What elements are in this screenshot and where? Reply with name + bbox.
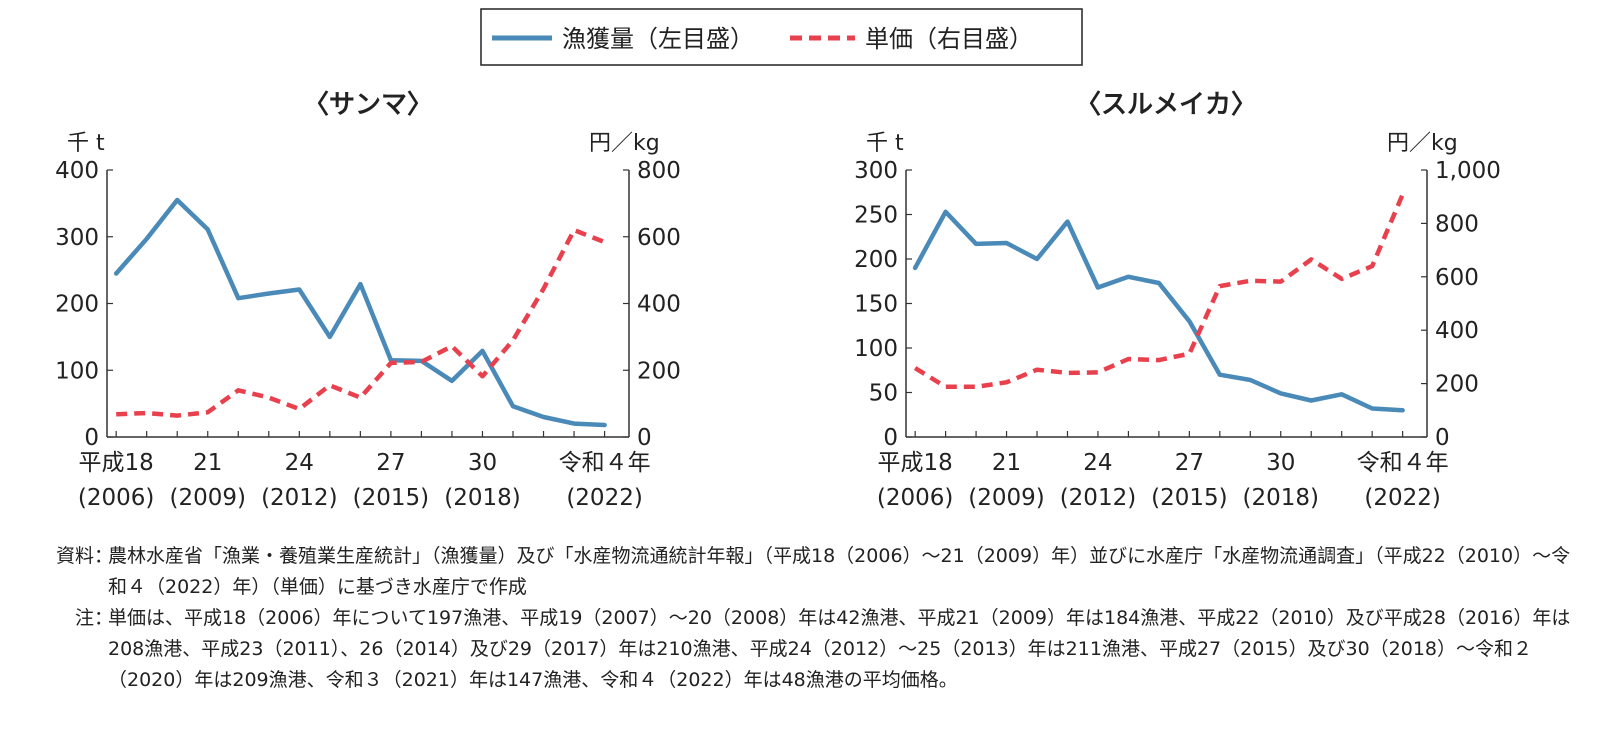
footnote-text: 単価は、平成18（2006）年について197漁港、平成19（2007）〜20（2… — [108, 607, 1571, 691]
x-tick-sublabel: (2006) — [877, 485, 953, 511]
notes: 資料 ： 農林水産省「漁業・養殖業生産統計」（漁獲量）及び「水産物流通統計年報」… — [22, 541, 1582, 696]
left-tick-label: 200 — [854, 247, 898, 273]
source-colon: ： — [94, 545, 114, 567]
right-tick-label: 400 — [637, 292, 681, 318]
legend-catch-label: 漁獲量（左目盛） — [562, 25, 754, 53]
chart-title: 〈サンマ〉 — [303, 90, 433, 120]
right-tick-label: 200 — [637, 358, 681, 384]
x-tick-sublabel: (2022) — [566, 485, 642, 511]
x-tick-sublabel: (2018) — [1243, 485, 1319, 511]
left-tick-label: 0 — [84, 425, 99, 451]
x-tick-sublabel: (2012) — [261, 485, 337, 511]
x-tick-label: 令和４年 — [1357, 450, 1449, 476]
x-tick-label: 24 — [1083, 450, 1112, 476]
left-tick-label: 300 — [55, 225, 99, 251]
right-axis-unit: 円／kg — [589, 131, 660, 156]
x-tick-sublabel: (2022) — [1364, 485, 1440, 511]
charts-canvas: 漁獲量（左目盛） 単価（右目盛） 〈サンマ〉千 t 円／kg01002003004… — [55, 8, 1501, 511]
x-tick-sublabel: (2018) — [444, 485, 520, 511]
catch-series-line — [113, 197, 607, 428]
x-tick-label: 27 — [1175, 450, 1204, 476]
left-tick-label: 250 — [854, 203, 898, 229]
right-tick-label: 600 — [1435, 265, 1479, 291]
left-axis-unit: 千 t — [67, 131, 105, 156]
x-tick-sublabel: (2006) — [78, 485, 154, 511]
legend-price-label: 単価（右目盛） — [865, 25, 1033, 53]
x-tick-sublabel: (2009) — [169, 485, 245, 511]
right-tick-label: 600 — [637, 225, 681, 251]
x-tick-label: 24 — [285, 450, 314, 476]
x-tick-label: 令和４年 — [559, 450, 651, 476]
left-tick-label: 300 — [854, 158, 898, 184]
left-tick-label: 150 — [854, 292, 898, 318]
x-tick-sublabel: (2012) — [1060, 485, 1136, 511]
x-tick-label: 30 — [1266, 450, 1295, 476]
left-tick-label: 0 — [883, 425, 898, 451]
left-tick-label: 100 — [854, 336, 898, 362]
footnote-colon: ： — [94, 607, 114, 629]
source-note: 資料 ： 農林水産省「漁業・養殖業生産統計」（漁獲量）及び「水産物流通統計年報」… — [22, 541, 1582, 603]
right-tick-label: 1,000 — [1435, 158, 1501, 184]
source-text: 農林水産省「漁業・養殖業生産統計」（漁獲量）及び「水産物流通統計年報」（平成18… — [108, 545, 1571, 598]
footnote: 注 ： 単価は、平成18（2006）年について197漁港、平成19（2007）〜… — [22, 603, 1582, 696]
right-tick-label: 200 — [1435, 372, 1479, 398]
x-tick-sublabel: (2015) — [353, 485, 429, 511]
x-tick-label: 27 — [376, 450, 405, 476]
legend-box — [480, 8, 1083, 66]
x-tick-sublabel: (2015) — [1151, 485, 1227, 511]
price-series-line — [116, 227, 606, 418]
price-series-line — [913, 193, 1405, 390]
chart-title: 〈スルメイカ〉 — [1075, 90, 1257, 120]
right-tick-label: 400 — [1435, 318, 1479, 344]
source-label: 資料 — [55, 545, 94, 567]
left-tick-label: 50 — [869, 381, 898, 407]
chart-surume-ika: 〈スルメイカ〉千 t 円／kg 0 50 100 150 200 250 300 0 200 400 6… — [854, 90, 1501, 511]
catch-series-line — [912, 209, 1405, 413]
footnote-label: 注 — [74, 607, 94, 629]
x-tick-label: 平成18 — [877, 450, 952, 476]
left-tick-label: 400 — [55, 158, 99, 184]
right-tick-label: 0 — [1435, 425, 1450, 451]
left-tick-label: 200 — [55, 292, 99, 318]
left-axis-unit: 千 t — [866, 131, 904, 156]
right-tick-label: 800 — [637, 158, 681, 184]
x-tick-label: 21 — [193, 450, 222, 476]
right-axis-unit: 円／kg — [1387, 131, 1458, 156]
x-tick-label: 平成18 — [79, 450, 154, 476]
x-tick-label: 21 — [992, 450, 1021, 476]
chart-sanma: 〈サンマ〉千 t 円／kg 0 100 200 300 400 0 200 400 600 800 平成… — [55, 90, 681, 511]
left-tick-label: 100 — [55, 358, 99, 384]
right-tick-label: 800 — [1435, 211, 1479, 237]
right-tick-label: 0 — [637, 425, 652, 451]
x-tick-sublabel: (2009) — [968, 485, 1044, 511]
legend: 漁獲量（左目盛） 単価（右目盛） — [480, 8, 1083, 66]
x-tick-label: 30 — [468, 450, 497, 476]
